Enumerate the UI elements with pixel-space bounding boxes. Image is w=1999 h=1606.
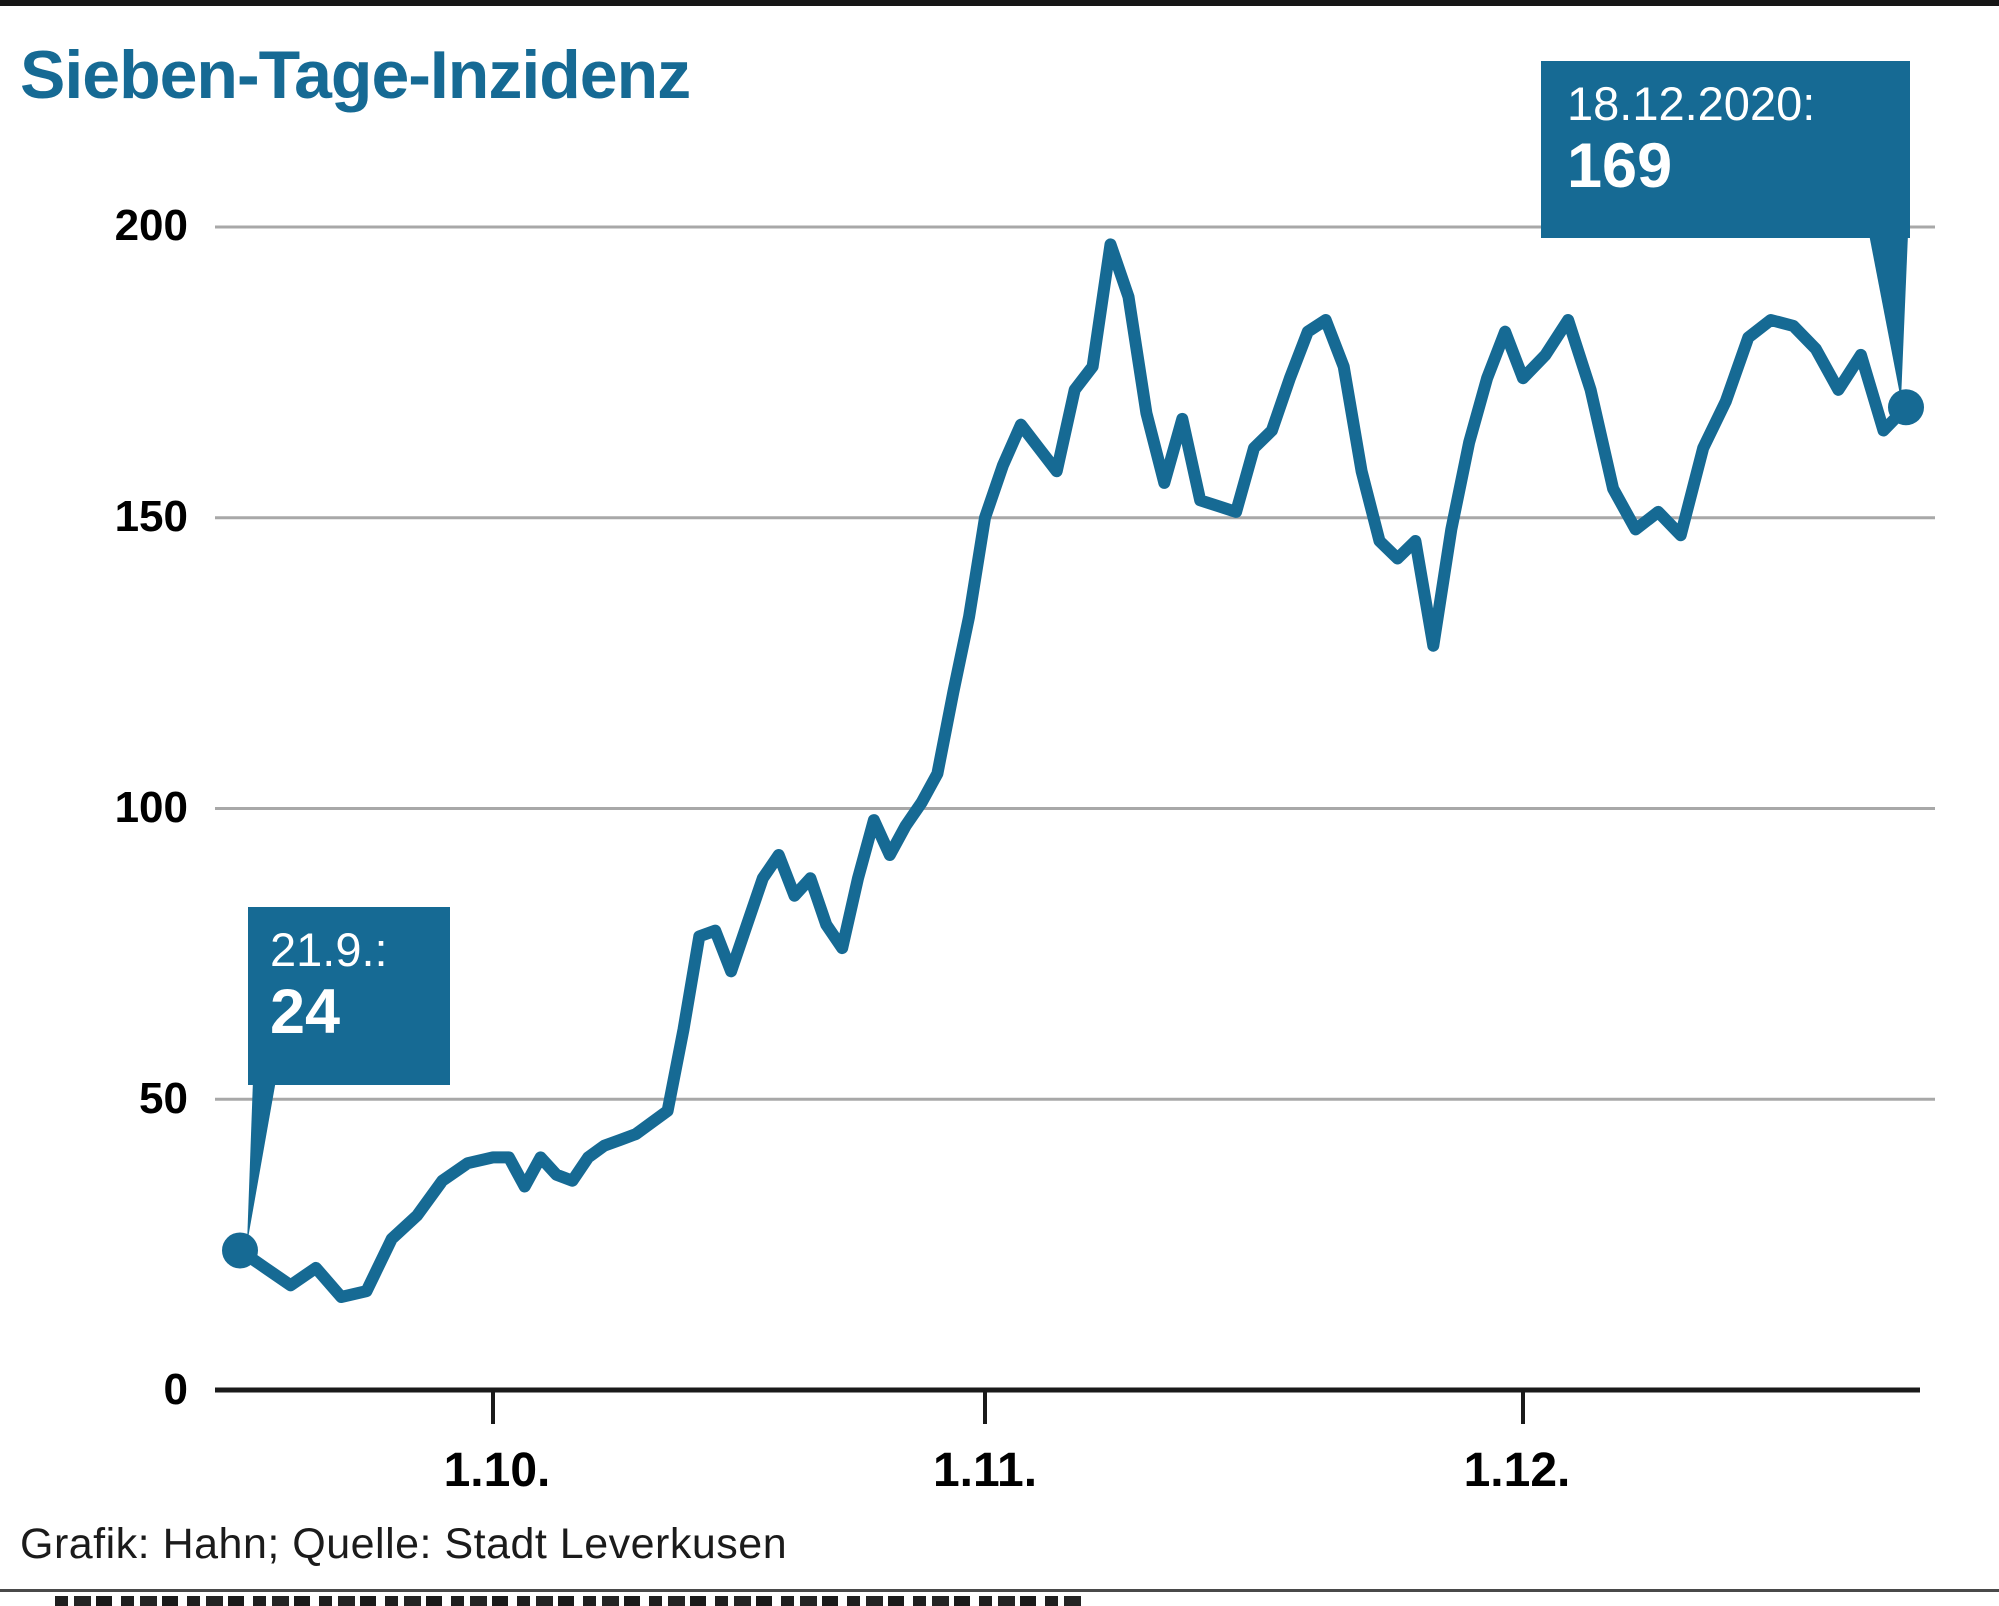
y-axis-label-150: 150	[114, 492, 188, 541]
top-border-bar	[0, 0, 1999, 6]
source-credit: Grafik: Hahn; Quelle: Stadt Leverkusen	[20, 1520, 788, 1568]
y-axis-label-0: 0	[163, 1365, 188, 1414]
annotation-start-date: 21.9.:	[270, 923, 388, 976]
page-title: Sieben-Tage-Inzidenz	[20, 37, 691, 113]
x-axis-label-dec: 1.12.	[1463, 1444, 1571, 1497]
annotation-end-value: 169	[1567, 131, 1673, 201]
x-axis-label-nov: 1.11.	[932, 1444, 1038, 1497]
annotation-start-pointer	[247, 1080, 276, 1244]
bottom-divider	[0, 1589, 1999, 1592]
incidence-series-line	[234, 238, 1912, 1303]
y-axis-label-100: 100	[114, 783, 188, 832]
annotation-start-value: 24	[270, 977, 341, 1047]
annotation-end-pointer	[1869, 234, 1908, 400]
annotation-end-date: 18.12.2020:	[1567, 77, 1816, 130]
x-axis-label-oct: 1.10.	[443, 1444, 551, 1497]
end-point-marker	[1888, 389, 1924, 426]
start-point-marker	[222, 1232, 258, 1269]
y-axis-label-200: 200	[114, 201, 188, 250]
annotation-start-callout: 21.9.: 24	[248, 907, 450, 1085]
cut-off-text-strip	[55, 1596, 1085, 1606]
y-axis-label-50: 50	[139, 1074, 188, 1123]
annotation-end-callout: 18.12.2020: 169	[1541, 61, 1910, 238]
